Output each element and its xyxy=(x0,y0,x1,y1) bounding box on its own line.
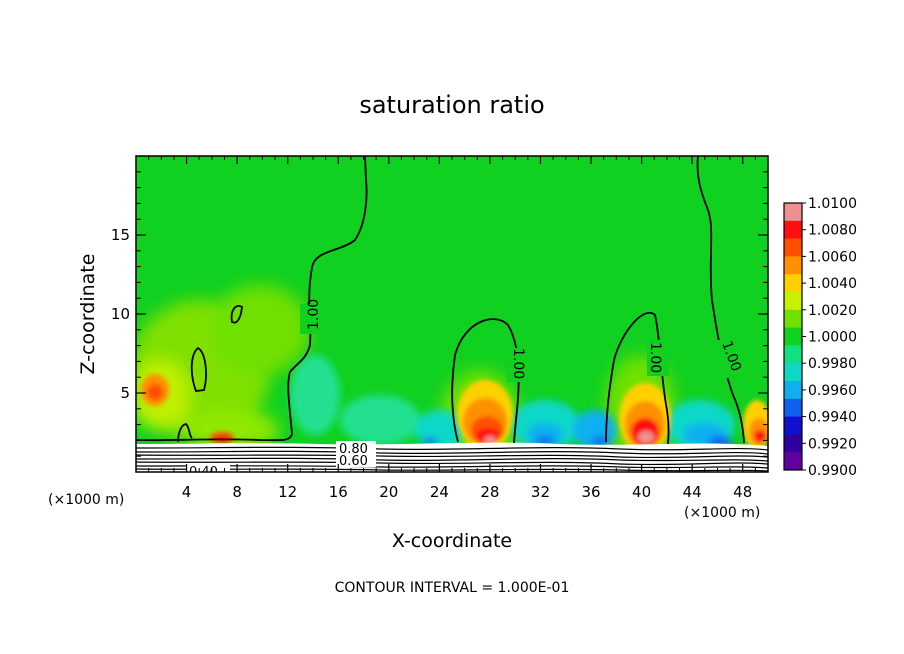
contour-label: 1.00 xyxy=(510,348,526,379)
x-tick-label: 36 xyxy=(581,483,600,501)
colorbar-label: 1.0020 xyxy=(808,303,857,319)
x-tick-label: 32 xyxy=(531,483,550,501)
contour-label: 0.60 xyxy=(339,454,368,469)
colorbar-swatch xyxy=(784,363,802,382)
colorbar-swatch xyxy=(784,220,802,240)
colorbar-swatch xyxy=(784,452,802,471)
x-tick-label: 16 xyxy=(329,483,348,501)
x-tick-label: 48 xyxy=(733,483,752,501)
colorbar-swatch xyxy=(784,292,802,311)
x-tick-label: 20 xyxy=(379,483,398,501)
colorbar-swatch xyxy=(784,398,802,418)
x-tick-label: 24 xyxy=(430,483,449,501)
y-tick-label: 5 xyxy=(120,384,130,402)
contour-label: 1.00 xyxy=(306,299,322,330)
y-tick-label: 10 xyxy=(111,305,130,323)
colorbar-label: 0.9980 xyxy=(808,356,857,372)
x-tick-label: 28 xyxy=(480,483,499,501)
y-axis: 5 10 15 xyxy=(111,171,768,457)
colorbar-swatch xyxy=(784,416,802,435)
x-axis-label: X-coordinate xyxy=(392,530,512,552)
colorbar-label: 0.9900 xyxy=(808,463,857,479)
colorbar-swatch xyxy=(784,381,802,400)
colorbar: 1.0100 1.0080 1.0060 1.0040 1.0020 1.0000 0.99… xyxy=(783,196,857,479)
colorbar-swatch xyxy=(784,434,802,453)
plot-area: 1.00 1.00 1.00 1.00 0.80 0.60 0.40 xyxy=(136,156,768,480)
colorbar-swatch xyxy=(784,238,802,257)
colorbar-label: 1.0100 xyxy=(808,196,857,212)
x-tick-label: 4 xyxy=(182,483,192,501)
x-unit-label: (×1000 m) xyxy=(48,492,124,508)
colorbar-label: 0.9920 xyxy=(808,436,857,452)
contours-1.00 xyxy=(136,156,745,445)
y-tick-label: 15 xyxy=(111,226,130,244)
x-tick-label: 8 xyxy=(232,483,242,501)
contour-label: 0.80 xyxy=(339,442,368,457)
y-axis-label: Z-coordinate xyxy=(77,254,99,375)
colorbar-label: 1.0080 xyxy=(808,223,857,239)
contour-label: 0.40 xyxy=(189,465,218,480)
colorbar-swatch xyxy=(784,256,802,275)
colorbar-label: 1.0040 xyxy=(808,276,857,292)
x-unit-label-right: (×1000 m) xyxy=(684,505,760,521)
colorbar-swatch xyxy=(784,274,802,293)
colorbar-label: 1.0060 xyxy=(808,249,857,265)
surface-contours xyxy=(136,446,768,472)
colorbar-swatch xyxy=(784,327,802,346)
colorbar-swatch xyxy=(784,345,802,364)
chart-title: saturation ratio xyxy=(359,91,544,119)
colorbar-label: 1.0000 xyxy=(808,330,857,346)
colorbar-label: 0.9940 xyxy=(808,410,857,426)
x-tick-label: 44 xyxy=(683,483,702,501)
colorbar-swatch xyxy=(784,203,802,222)
colorbar-swatch xyxy=(784,309,802,329)
x-tick-label: 12 xyxy=(278,483,297,501)
contour-interval-note: CONTOUR INTERVAL = 1.000E-01 xyxy=(335,580,570,596)
surface-layer xyxy=(136,442,768,472)
x-axis: 4 8 12 16 20 24 28 32 36 40 44 48 xyxy=(148,156,756,501)
contour-label: 1.00 xyxy=(647,342,663,373)
colorbar-label: 0.9960 xyxy=(808,383,857,399)
x-tick-label: 40 xyxy=(632,483,651,501)
